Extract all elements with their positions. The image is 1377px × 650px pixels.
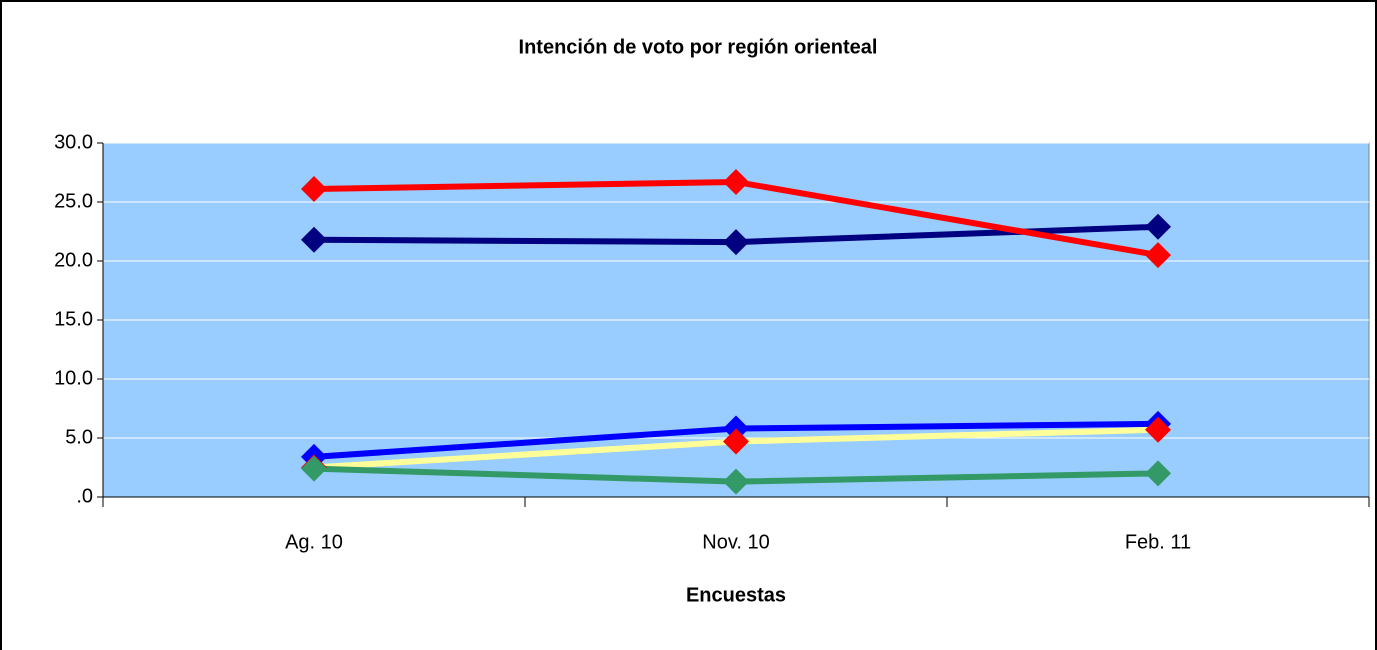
x-tick-label: Ag. 10: [285, 531, 343, 553]
marker: [723, 468, 749, 495]
marker: [1145, 460, 1171, 487]
y-tick-label: 10.0: [54, 367, 93, 389]
marker: [1145, 416, 1171, 443]
y-tick-label: 20.0: [54, 249, 93, 271]
y-tick-label: 30.0: [54, 131, 93, 153]
x-axis-title: Encuestas: [686, 584, 786, 606]
y-tick-label: 25.0: [54, 190, 93, 212]
marker: [723, 168, 749, 195]
y-tick-label: .0: [76, 485, 93, 507]
marker: [301, 226, 327, 253]
marker: [1145, 242, 1171, 269]
chart-title: Intención de voto por región orienteal: [519, 36, 878, 58]
y-tick-label: 15.0: [54, 308, 93, 330]
marker: [1145, 213, 1171, 240]
y-tick-label: 5.0: [65, 426, 93, 448]
x-tick-label: Feb. 11: [1125, 531, 1191, 553]
x-tick-label: Nov. 10: [702, 531, 769, 553]
marker: [301, 176, 327, 203]
marker: [723, 428, 749, 455]
marker: [723, 229, 749, 256]
marker: [301, 455, 327, 482]
